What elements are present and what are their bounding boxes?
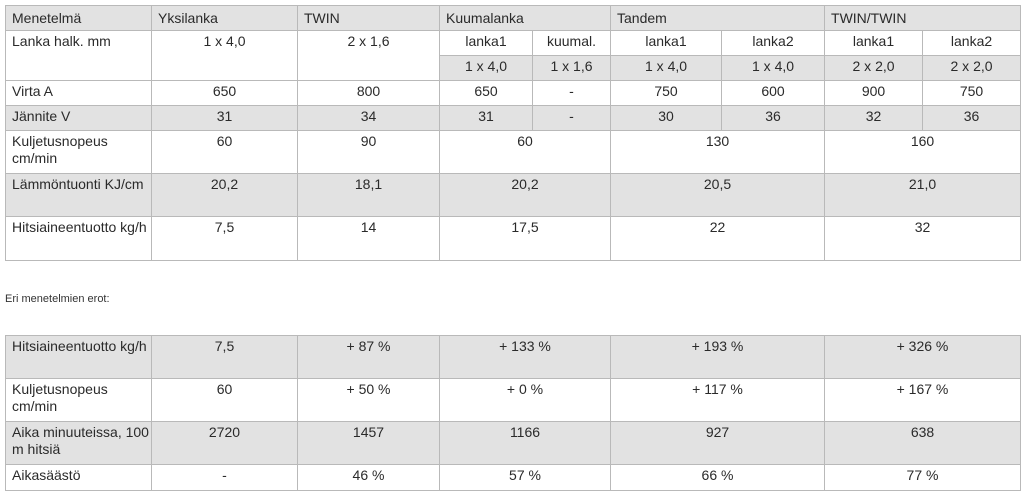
comparison-value: 77 % [824,464,1021,491]
speed-value: 160 [824,130,1022,174]
heat-value: 20,5 [610,173,826,217]
comparison-value: + 167 % [824,378,1021,422]
comparison-row: Kuljetusnopeus cm/min 60 + 50 % + 0 % + … [5,378,1021,422]
comparison-value: 1166 [439,421,611,465]
method-header: Menetelmä [5,5,152,31]
current-value: 750 [922,80,1022,106]
wire-twin: 2 x 1,6 [297,30,440,81]
comparison-value: + 117 % [610,378,825,422]
wire-size: 1 x 1,6 [531,55,612,81]
comparison-value: - [151,464,298,491]
comparison-value: + 0 % [439,378,611,422]
deposit-row: Hitsiaineentuotto kg/h 7,5 14 17,5 22 32 [5,216,1022,261]
voltage-row: Jännite V 31 34 31 - 30 36 32 36 [5,105,1022,131]
twin-header: TWIN [297,5,440,31]
heat-value: 18,1 [297,173,440,217]
comparison-row: Aika minuuteissa, 100 m hitsiä 2720 1457… [5,421,1021,465]
wire-size: 1 x 4,0 [439,55,533,81]
wire-sub: lanka2 [922,30,1022,56]
comparison-label: Hitsiaineentuotto kg/h [5,335,152,379]
comparison-value: + 193 % [610,335,825,379]
comparison-value: 927 [610,421,825,465]
voltage-value: 36 [922,105,1022,131]
current-value: 900 [824,80,924,106]
comparison-value: + 326 % [824,335,1021,379]
twintwin-header: TWIN/TWIN [824,5,1022,31]
heat-label: Lämmöntuonti KJ/cm [5,173,152,217]
wire-size: 1 x 4,0 [610,55,723,81]
comparison-value: + 87 % [297,335,440,379]
comparison-value: 66 % [610,464,825,491]
wire-sub: lanka1 [610,30,723,56]
wire-label: Lanka halk. mm [5,30,152,81]
voltage-value: 30 [610,105,723,131]
comparison-label: Kuljetusnopeus cm/min [5,378,152,422]
current-value: 600 [721,80,826,106]
method-comparison-table: Hitsiaineentuotto kg/h 7,5 + 87 % + 133 … [5,335,1021,491]
kuumalanka-header: Kuumalanka [438,5,612,31]
comparison-label: Aikasäästö [5,464,152,491]
current-value: - [531,80,612,106]
deposit-value: 22 [610,216,826,261]
comparison-value: 57 % [439,464,611,491]
comparison-value: 60 [151,378,298,422]
yksilanka-header: Yksilanka [151,5,298,31]
current-value: 800 [297,80,440,106]
comparison-note: Eri menetelmien erot: [5,293,110,305]
voltage-value: 31 [151,105,298,131]
current-label: Virta A [5,80,152,106]
speed-value: 60 [438,130,612,174]
heat-value: 20,2 [438,173,612,217]
wire-size: 2 x 2,0 [922,55,1022,81]
comparison-value: 7,5 [151,335,298,379]
wire-size: 2 x 2,0 [824,55,924,81]
wire-sub: lanka2 [721,30,826,56]
deposit-value: 32 [824,216,1022,261]
comparison-value: 1457 [297,421,440,465]
current-row: Virta A 650 800 650 - 750 600 900 750 [5,80,1022,106]
voltage-value: 36 [721,105,826,131]
deposit-value: 14 [297,216,440,261]
wire-sub: kuumal. [531,30,612,56]
comparison-row: Aikasäästö - 46 % 57 % 66 % 77 % [5,464,1021,491]
comparison-value: + 50 % [297,378,440,422]
current-value: 650 [439,80,533,106]
voltage-value: - [531,105,612,131]
heat-value: 20,2 [151,173,298,217]
welding-parameters-table: Menetelmä Yksilanka TWIN Kuumalanka Tand… [5,5,1022,261]
voltage-value: 34 [297,105,440,131]
header-row: Menetelmä Yksilanka TWIN Kuumalanka Tand… [5,5,1022,31]
wire-sub: lanka1 [439,30,533,56]
current-value: 750 [610,80,723,106]
heat-row: Lämmöntuonti KJ/cm 20,2 18,1 20,2 20,5 2… [5,173,1022,217]
comparison-label: Aika minuuteissa, 100 m hitsiä [5,421,152,465]
heat-value: 21,0 [824,173,1022,217]
speed-row: Kuljetusnopeus cm/min 60 90 60 130 160 [5,130,1022,174]
wire-yksilanka: 1 x 4,0 [151,30,298,81]
voltage-label: Jännite V [5,105,152,131]
comparison-value: 638 [824,421,1021,465]
tandem-header: Tandem [610,5,826,31]
current-value: 650 [151,80,298,106]
voltage-value: 31 [439,105,533,131]
speed-label: Kuljetusnopeus cm/min [5,130,152,174]
wire-row: Lanka halk. mm 1 x 4,0 2 x 1,6 lanka1 ku… [5,30,1022,81]
speed-value: 60 [151,130,298,174]
wire-size: 1 x 4,0 [721,55,826,81]
wire-sub: lanka1 [824,30,924,56]
deposit-value: 7,5 [151,216,298,261]
speed-value: 130 [610,130,826,174]
comparison-value: + 133 % [439,335,611,379]
wire-size-row: 1 x 4,0 1 x 1,6 1 x 4,0 1 x 4,0 2 x 2,0 … [6,55,1022,81]
deposit-label: Hitsiaineentuotto kg/h [5,216,152,261]
speed-value: 90 [297,130,440,174]
comparison-value: 2720 [151,421,298,465]
voltage-value: 32 [824,105,924,131]
deposit-value: 17,5 [438,216,612,261]
comparison-value: 46 % [297,464,440,491]
comparison-row: Hitsiaineentuotto kg/h 7,5 + 87 % + 133 … [5,335,1021,379]
